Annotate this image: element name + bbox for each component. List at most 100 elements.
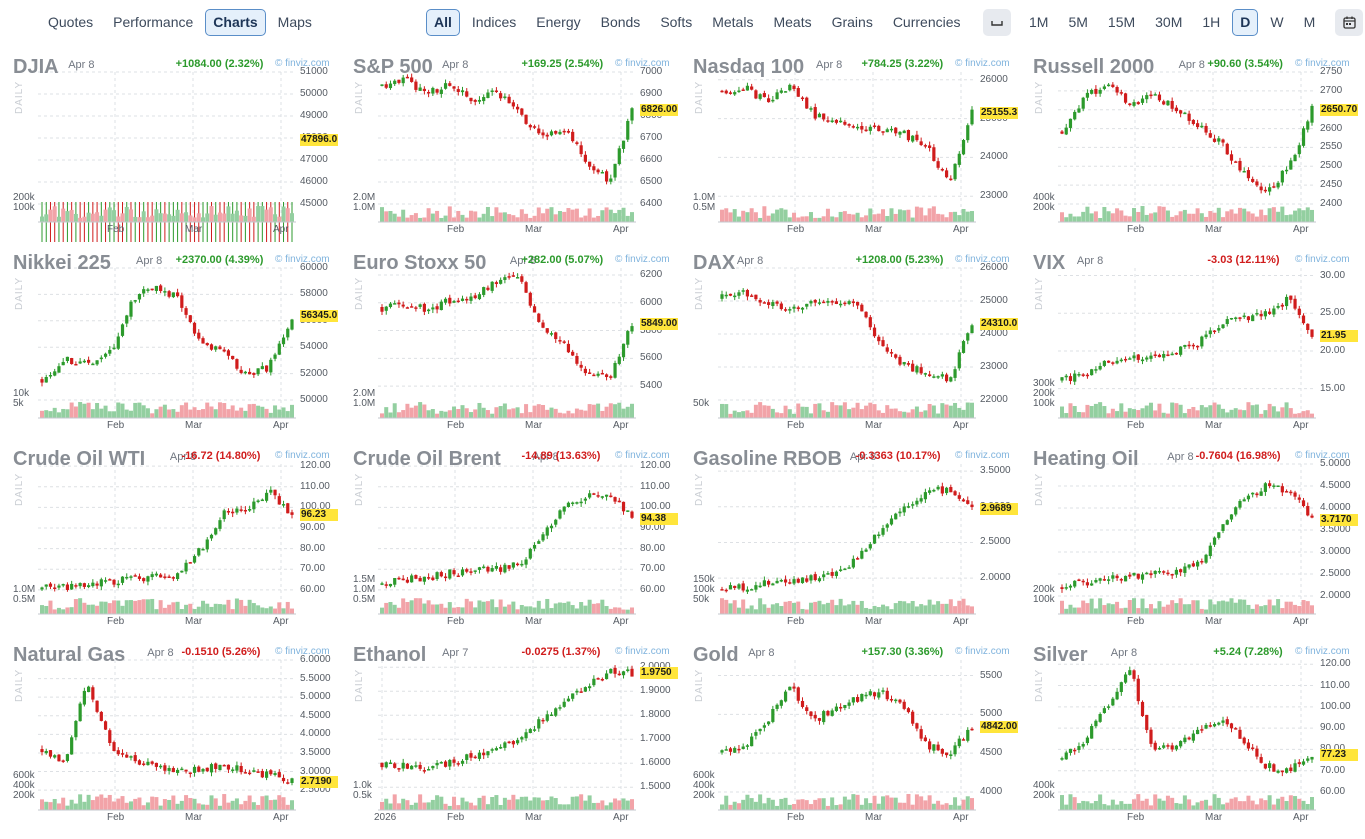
chart-dax[interactable]: DAX Apr 8 +1208.00 (5.23%) © finviz.com DAIL… — [680, 248, 1020, 438]
calendar-icon[interactable] — [1335, 9, 1364, 36]
chart-ethanol[interactable]: Ethanol Apr 7 -0.0275 (1.37%) © finviz.com D… — [340, 640, 680, 830]
candle-body — [1246, 742, 1251, 749]
y-tick-label: 120.00 — [640, 460, 671, 472]
volume-bar — [511, 215, 516, 222]
filter-softs[interactable]: Softs — [660, 14, 693, 30]
tab-quotes[interactable]: Quotes — [48, 14, 94, 30]
candle-body — [57, 366, 61, 373]
filter-metals[interactable]: Metals — [712, 14, 754, 30]
volume-bar — [443, 411, 448, 418]
chart-natural-gas[interactable]: Natural Gas Apr 8 -0.1510 (5.26%) © finviz.… — [0, 640, 340, 830]
volume-bar — [485, 410, 490, 418]
chart-canvas — [378, 660, 636, 811]
candle-body — [1145, 714, 1149, 730]
candle-body — [813, 299, 817, 303]
volume-bar — [112, 210, 117, 222]
timeframe-w[interactable]: W — [1270, 14, 1284, 30]
volume-bar — [732, 209, 737, 222]
volume-bar — [893, 603, 898, 614]
candle-body — [142, 763, 146, 765]
timeframe-15m[interactable]: 15M — [1107, 14, 1136, 30]
timeframe-30m[interactable]: 30M — [1155, 14, 1183, 30]
candle-body — [549, 131, 554, 136]
filter-grains[interactable]: Grains — [831, 14, 873, 30]
y-tick-label: 23000 — [980, 190, 1008, 202]
volume-bar — [477, 600, 482, 614]
candle-body — [779, 303, 783, 310]
chart-russell-2000[interactable]: Russell 2000 Apr 8 +90.60 (3.54%) © finviz.… — [1020, 52, 1360, 242]
volume-bar — [473, 409, 478, 418]
chart-silver[interactable]: Silver Apr 8 +5.24 (7.28%) © finviz.com DAIL… — [1020, 640, 1360, 830]
volume-bar — [625, 215, 630, 222]
candle-body — [1179, 346, 1183, 355]
candle-body — [1212, 138, 1217, 142]
volume-bar — [290, 800, 294, 810]
chart-crude-oil-brent[interactable]: Crude Oil Brent Apr 8 -14.89 (13.63%) © fin… — [340, 444, 680, 634]
candle-body — [944, 170, 949, 178]
volume-bar — [724, 208, 729, 222]
volume-bar — [600, 800, 605, 810]
chart-gold[interactable]: Gold Apr 8 +157.30 (3.36%) © finviz.com DAIL… — [680, 640, 1020, 830]
volume-bar — [553, 603, 558, 614]
y-tick-label: 60.00 — [640, 583, 666, 595]
candle-body — [1225, 319, 1229, 324]
volume-bar — [511, 601, 516, 614]
chart-gasoline-rbob[interactable]: Gasoline RBOB Apr 8 -0.3363 (10.17%) © finv… — [680, 444, 1020, 634]
chart-crude-oil-wti[interactable]: Crude Oil WTI Apr 8 -16.72 (14.80%) © finvi… — [0, 444, 340, 634]
candle-body — [1306, 121, 1310, 130]
volume-bar — [473, 805, 478, 810]
tab-performance[interactable]: Performance — [113, 14, 194, 30]
candle-body — [566, 698, 571, 702]
brand-watermark: © finviz.com — [1295, 254, 1350, 265]
chart-heating-oil[interactable]: Heating Oil Apr 8 -0.7604 (16.98%) © finviz… — [1020, 444, 1360, 634]
filter-energy[interactable]: Energy — [536, 14, 581, 30]
chart-nikkei-225[interactable]: Nikkei 225 Apr 8 +2370.00 (4.39%) © finviz.… — [0, 248, 340, 438]
volume-bar — [961, 799, 966, 810]
timeframe-d[interactable]: D — [1232, 9, 1259, 36]
volume-bar — [196, 803, 201, 810]
filter-all[interactable]: All — [426, 9, 460, 36]
volume-bar — [970, 798, 974, 810]
candle-body — [393, 578, 397, 585]
candle-body — [99, 579, 103, 587]
candle-body — [61, 361, 65, 366]
candle-body — [1073, 580, 1077, 587]
chart-nasdaq-100[interactable]: Nasdaq 100 Apr 8 +784.25 (3.22%) © finviz.c… — [680, 52, 1020, 242]
candle-body — [771, 709, 775, 722]
filter-currencies[interactable]: Currencies — [892, 14, 961, 30]
tab-charts[interactable]: Charts — [205, 9, 266, 36]
volume-bar — [95, 212, 100, 222]
volume-bar — [460, 607, 465, 614]
volume-bar — [1187, 799, 1192, 810]
chart-vix[interactable]: VIX Apr 8 -3.03 (12.11%) © finviz.com DAILY 3… — [1020, 248, 1360, 438]
candle-body — [1162, 745, 1166, 748]
filter-indices[interactable]: Indices — [471, 14, 517, 30]
timeframe-5m[interactable]: 5M — [1068, 14, 1088, 30]
volume-bar — [61, 208, 66, 222]
volume-bar — [498, 804, 503, 810]
tab-maps[interactable]: Maps — [277, 14, 312, 30]
timeframe-1h[interactable]: 1H — [1202, 14, 1221, 30]
y-tick-label: 70.00 — [300, 563, 326, 575]
chart-djia[interactable]: DJIA Apr 8 +1084.00 (2.32%) © finviz.com DAI… — [0, 52, 340, 242]
candle-body — [970, 504, 974, 508]
candle-body — [388, 762, 393, 765]
volume-bar — [290, 404, 294, 418]
candle-body — [579, 364, 583, 368]
candle-body — [609, 668, 613, 674]
chart-s-p-500[interactable]: S&P 500 Apr 8 +169.25 (2.54%) © finviz.com D… — [340, 52, 680, 242]
filter-meats[interactable]: Meats — [773, 14, 812, 30]
last-price-label: 6826.00 — [640, 104, 678, 117]
timeframe-1m[interactable]: 1M — [1029, 14, 1049, 30]
candle-body — [923, 737, 927, 742]
candle-body — [380, 84, 384, 86]
chart-euro-stoxx-50[interactable]: Euro Stoxx 50 Apr 8 +282.00 (5.07%) © finvi… — [340, 248, 680, 438]
volume-bar — [787, 804, 792, 810]
spacebar-icon[interactable] — [983, 9, 1011, 36]
filter-bonds[interactable]: Bonds — [600, 14, 641, 30]
timeframe-m[interactable]: M — [1303, 14, 1316, 30]
candle-body — [418, 87, 422, 91]
volume-bar — [1233, 602, 1238, 614]
volume-bar — [443, 803, 448, 810]
candle-body — [1246, 495, 1251, 500]
